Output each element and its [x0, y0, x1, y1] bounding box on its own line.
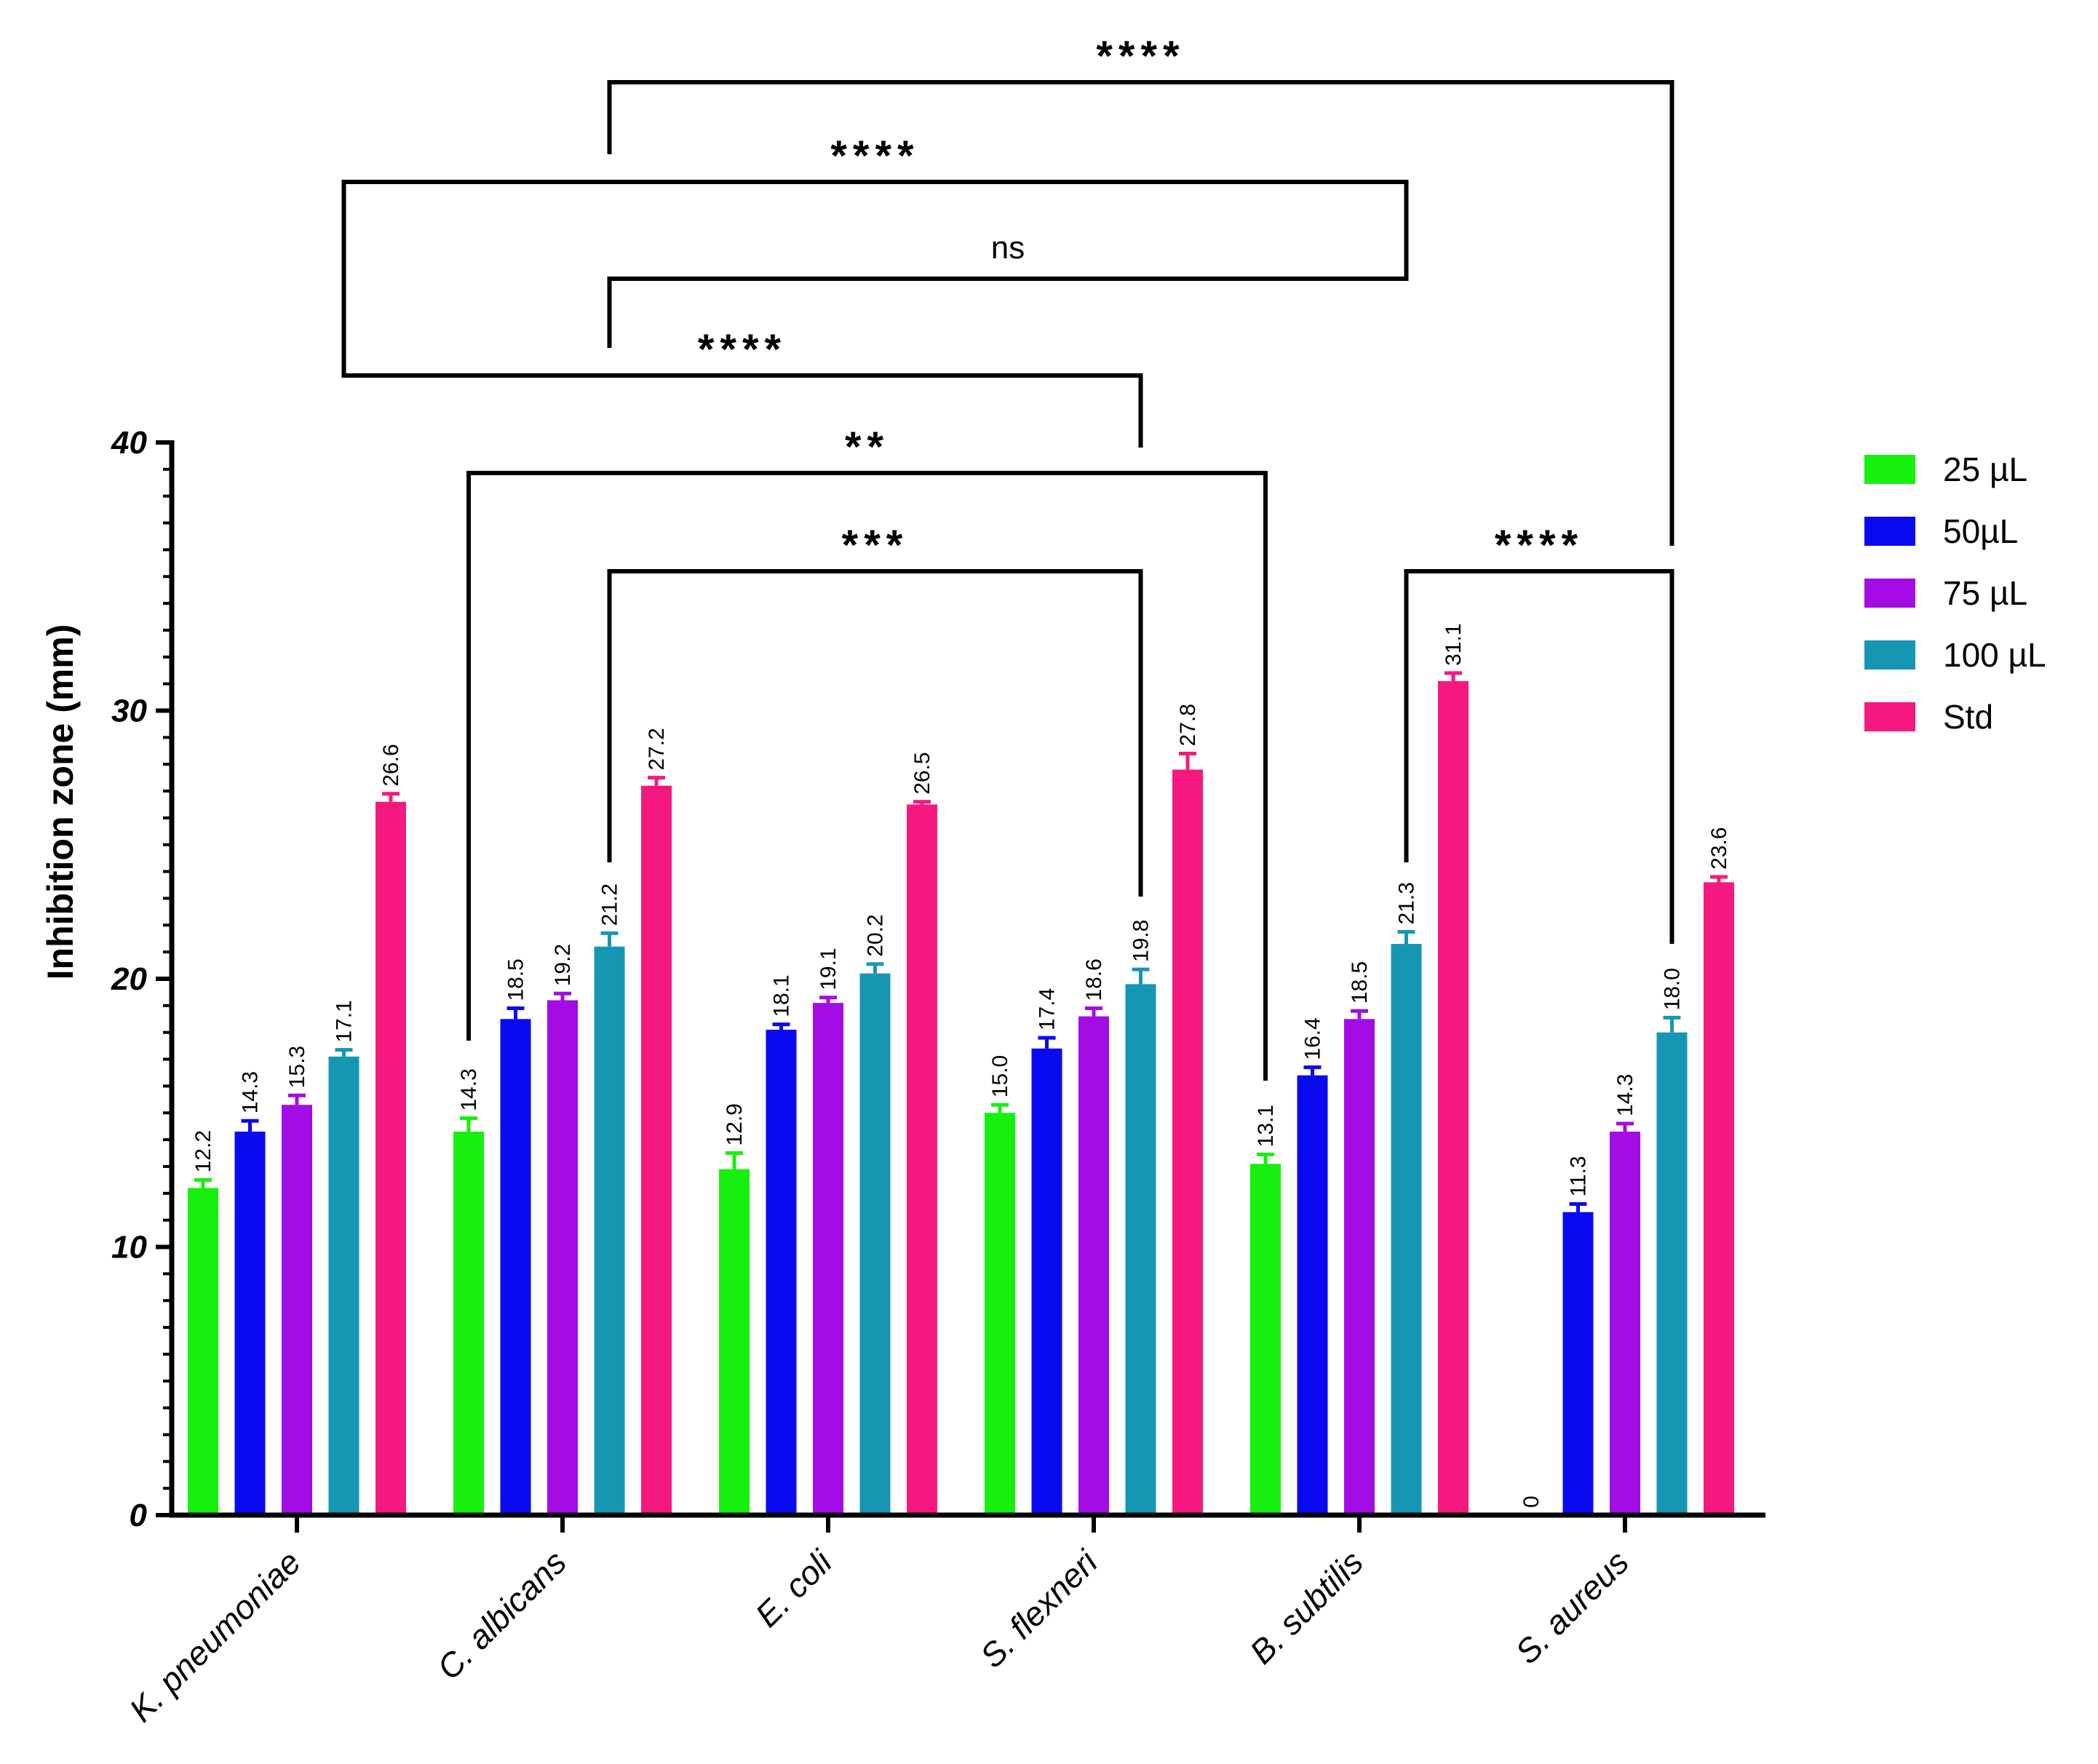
bar-3-1 [594, 946, 625, 1515]
legend-label-1: 50µL [1943, 512, 2018, 550]
bar-2-1 [547, 1000, 578, 1515]
data-label-1-0: 14.3 [239, 1071, 263, 1113]
legend-label-2: 75 µL [1943, 574, 2027, 612]
data-label-4-1: 27.2 [645, 728, 669, 770]
data-label-3-2: 20.2 [864, 914, 888, 956]
data-label-2-5: 14.3 [1613, 1074, 1637, 1116]
data-label-0-1: 14.3 [457, 1068, 481, 1111]
bar-3-5 [1656, 1032, 1688, 1515]
legend-label-4: Std [1943, 698, 1993, 736]
legend-swatch-4 [1864, 702, 1915, 731]
bar-4-1 [641, 785, 672, 1515]
bar-2-5 [1610, 1132, 1640, 1515]
legend-label-3: 100 µL [1943, 636, 2046, 674]
y-tick-label: 40 [111, 425, 147, 461]
data-label-4-0: 26.6 [379, 744, 403, 786]
bars-layer: 12.2 14.3 12.9 15.0 13.1 0 14.3 18.5 18.1 17.4 16.… [188, 624, 1734, 1515]
bar-1-1 [500, 1019, 531, 1515]
data-label-3-3: 19.8 [1129, 920, 1153, 962]
data-label-1-5: 11.3 [1567, 1156, 1591, 1196]
x-tick-label: S. aureus [1508, 1543, 1636, 1671]
data-label-2-2: 19.1 [816, 947, 841, 990]
x-tick-label: C. albicans [429, 1543, 573, 1687]
significance-bracket-6 [1404, 569, 1674, 944]
legend-swatch-0 [1864, 455, 1915, 484]
y-tick-label: 0 [130, 1498, 148, 1533]
bar-4-0 [376, 801, 406, 1515]
significance-label-0: **** [1096, 33, 1185, 80]
data-label-3-4: 21.3 [1395, 882, 1419, 924]
data-label-1-3: 17.4 [1036, 988, 1060, 1030]
data-label-2-0: 15.3 [285, 1046, 309, 1088]
bar-0-0 [188, 1188, 218, 1515]
bar-3-0 [328, 1056, 359, 1515]
significance-bracket-5 [607, 569, 1143, 897]
bar-0-1 [453, 1132, 484, 1515]
bar-2-4 [1344, 1019, 1375, 1515]
significance-label-1: **** [830, 132, 919, 180]
bar-3-3 [1125, 984, 1156, 1515]
significance-label-2: ns [991, 230, 1025, 266]
data-label-3-1: 21.2 [598, 883, 622, 926]
bar-0-4 [1250, 1164, 1281, 1515]
bar-2-3 [1078, 1016, 1109, 1515]
legend: 25 µL 50µL 75 µL 100 µL Std [1864, 450, 2046, 736]
legend-label-0: 25 µL [1943, 450, 2027, 488]
bar-4-4 [1438, 680, 1469, 1515]
data-label-2-4: 18.5 [1348, 961, 1372, 1004]
data-label-0-3: 15.0 [988, 1055, 1012, 1097]
bar-4-2 [907, 804, 937, 1515]
data-label-4-5: 23.6 [1707, 827, 1731, 870]
x-tick-label: B. subtilis [1242, 1543, 1370, 1671]
significance-bracket-3 [341, 348, 1143, 448]
data-label-3-5: 18.0 [1661, 968, 1685, 1010]
significance-label-4: ** [845, 424, 889, 471]
y-tick-label: 10 [111, 1230, 147, 1266]
data-label-4-3: 27.8 [1176, 704, 1200, 746]
significance-bracket-0 [607, 80, 1674, 546]
data-label-1-1: 18.5 [504, 958, 528, 1001]
data-label-0-4: 13.1 [1254, 1105, 1278, 1147]
bar-0-2 [719, 1169, 750, 1515]
data-label-2-1: 19.2 [551, 944, 575, 986]
bar-1-2 [766, 1030, 797, 1515]
bar-1-4 [1297, 1075, 1328, 1515]
data-label-4-2: 26.5 [910, 752, 934, 794]
significance-label-6: **** [1495, 522, 1584, 569]
significance-bracket-2 [607, 251, 1409, 348]
y-axis-label: Inhibition zone (mm) [40, 624, 81, 980]
bar-3-2 [859, 973, 891, 1515]
data-label-2-3: 18.6 [1082, 958, 1106, 1001]
x-tick-label: S. flexneri [973, 1542, 1106, 1675]
bar-4-5 [1704, 882, 1734, 1515]
bar-1-3 [1031, 1048, 1062, 1515]
data-label-0-2: 12.9 [723, 1103, 747, 1145]
significance-label-5: *** [842, 522, 909, 569]
bar-1-0 [234, 1132, 266, 1515]
significance-brackets: ********ns********* **** [341, 33, 1674, 1081]
legend-swatch-1 [1864, 517, 1915, 546]
bar-0-3 [985, 1113, 1015, 1515]
x-tick-label: K. pneumoniae [122, 1543, 308, 1729]
data-label-0-0: 12.2 [191, 1130, 215, 1172]
data-label-4-4: 31.1 [1442, 624, 1466, 666]
legend-swatch-2 [1864, 579, 1915, 608]
y-tick-label: 30 [111, 694, 147, 729]
significance-bracket-4 [466, 471, 1268, 1081]
legend-swatch-3 [1864, 640, 1915, 670]
significance-label-3: **** [698, 326, 787, 373]
data-label-3-0: 17.1 [333, 1000, 357, 1042]
x-tick-label: E. coli [748, 1542, 841, 1634]
data-label-0-5: 0 [1519, 1495, 1543, 1508]
bar-2-0 [282, 1105, 312, 1515]
bar-3-4 [1391, 944, 1422, 1515]
significance-bracket-1 [341, 180, 1409, 348]
bar-4-3 [1172, 769, 1203, 1515]
data-label-1-2: 18.1 [770, 974, 794, 1017]
data-label-1-4: 16.4 [1301, 1017, 1325, 1060]
bar-2-2 [813, 1003, 843, 1515]
bar-1-5 [1562, 1212, 1594, 1515]
y-tick-label: 20 [111, 961, 147, 997]
